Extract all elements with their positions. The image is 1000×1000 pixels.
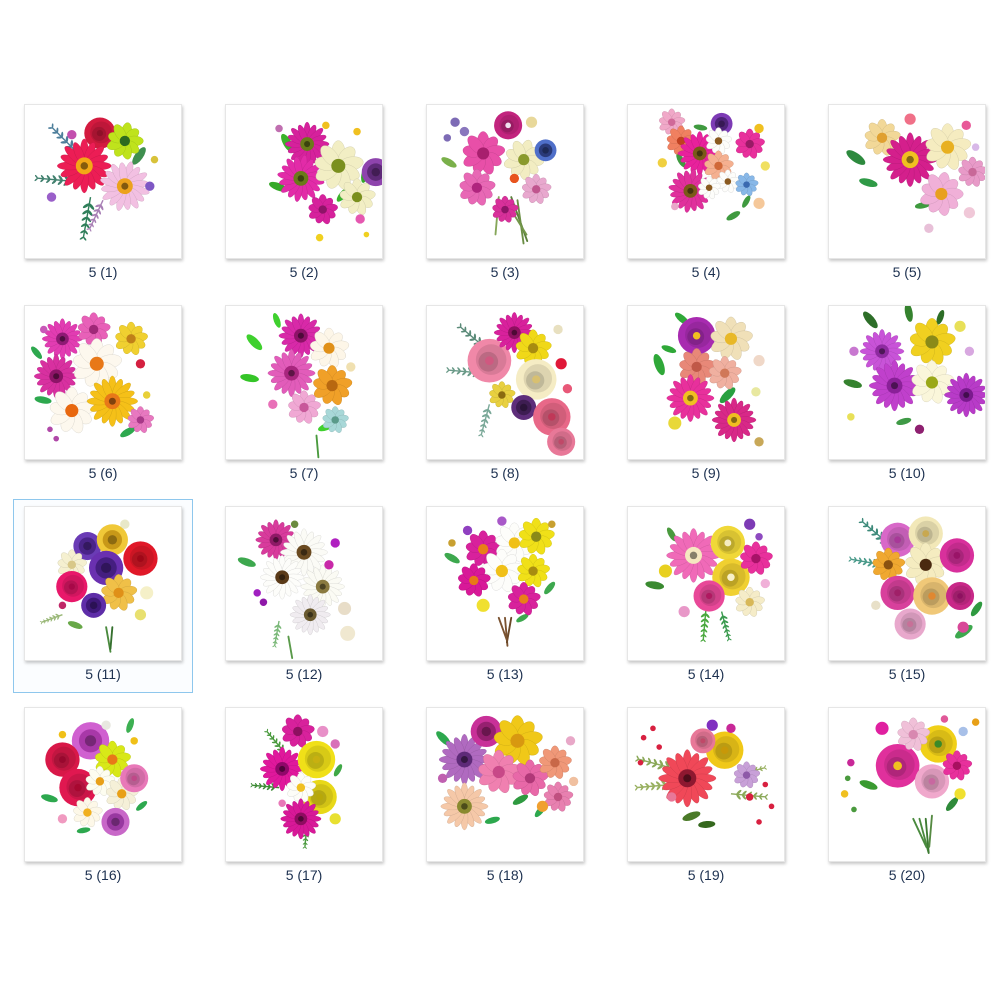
- bouquet-image: [240, 313, 356, 459]
- file-label[interactable]: 5 (1): [88, 264, 118, 280]
- file-item[interactable]: 5 (13): [415, 499, 595, 693]
- file-label[interactable]: 5 (3): [490, 264, 520, 280]
- bouquet-image: [843, 306, 985, 434]
- file-label[interactable]: 5 (19): [687, 867, 725, 883]
- file-item[interactable]: 5 (12): [214, 499, 394, 693]
- file-label[interactable]: 5 (8): [490, 465, 520, 481]
- file-label[interactable]: 5 (6): [88, 465, 118, 481]
- file-label[interactable]: 5 (16): [84, 867, 122, 883]
- file-item[interactable]: 5 (19): [616, 700, 796, 894]
- bouquet-image: [34, 117, 159, 241]
- bouquet-image: [31, 312, 154, 442]
- file-thumbnail[interactable]: [426, 305, 584, 460]
- file-thumbnail[interactable]: [426, 506, 584, 661]
- file-thumbnail[interactable]: [426, 707, 584, 862]
- file-thumbnail[interactable]: [828, 707, 986, 862]
- file-label[interactable]: 5 (17): [285, 867, 323, 883]
- file-thumbnail[interactable]: [627, 707, 785, 862]
- bouquet-image: [653, 312, 765, 447]
- file-label[interactable]: 5 (7): [289, 465, 319, 481]
- file-item[interactable]: 5 (18): [415, 700, 595, 894]
- file-item[interactable]: 5 (4): [616, 97, 796, 291]
- file-item[interactable]: 5 (11): [13, 499, 193, 693]
- bouquet-image: [41, 718, 149, 836]
- bouquet-image: [846, 113, 985, 233]
- file-label[interactable]: 5 (11): [85, 666, 121, 682]
- bouquet-image: [250, 714, 343, 849]
- bouquet-image: [39, 519, 158, 653]
- file-thumbnail[interactable]: [627, 104, 785, 259]
- bouquet-image: [848, 516, 983, 640]
- bouquet-image: [441, 111, 557, 245]
- file-thumbnail[interactable]: [627, 305, 785, 460]
- file-label[interactable]: 5 (14): [687, 666, 725, 682]
- file-thumbnail[interactable]: [225, 506, 383, 661]
- bouquet-image: [237, 519, 356, 659]
- bouquet-image: [269, 121, 382, 242]
- file-thumbnail[interactable]: [24, 305, 182, 460]
- file-label[interactable]: 5 (20): [888, 867, 926, 883]
- file-thumbnail[interactable]: [225, 104, 383, 259]
- file-thumbnail[interactable]: [627, 506, 785, 661]
- bouquet-image: [657, 108, 770, 221]
- file-item[interactable]: 5 (2): [214, 97, 394, 291]
- file-item[interactable]: 5 (16): [13, 700, 193, 894]
- file-thumbnail[interactable]: [828, 104, 986, 259]
- file-item[interactable]: 5 (5): [817, 97, 997, 291]
- file-label[interactable]: 5 (13): [486, 666, 524, 682]
- file-label[interactable]: 5 (4): [691, 264, 721, 280]
- file-label[interactable]: 5 (12): [285, 666, 323, 682]
- file-thumbnail[interactable]: [225, 305, 383, 460]
- bouquet-image: [446, 312, 576, 456]
- file-thumbnail[interactable]: [24, 707, 182, 862]
- file-item[interactable]: 5 (6): [13, 298, 193, 492]
- file-item[interactable]: 5 (7): [214, 298, 394, 492]
- file-item[interactable]: 5 (15): [817, 499, 997, 693]
- file-label[interactable]: 5 (2): [289, 264, 319, 280]
- file-label[interactable]: 5 (9): [691, 465, 721, 481]
- bouquet-image: [645, 518, 773, 643]
- bouquet-image: [436, 715, 579, 831]
- thumbnail-grid: 5 (1) 5 (2) 5 (3) 5 (4) 5 (5) 5 (6) 5 (7) 5 (8)…: [13, 97, 997, 894]
- file-thumbnail[interactable]: [24, 506, 182, 661]
- file-thumbnail[interactable]: [426, 104, 584, 259]
- file-thumbnail[interactable]: [828, 506, 986, 661]
- file-item[interactable]: 5 (3): [415, 97, 595, 291]
- file-item[interactable]: 5 (1): [13, 97, 193, 291]
- file-label[interactable]: 5 (18): [486, 867, 524, 883]
- file-label[interactable]: 5 (15): [888, 666, 926, 682]
- file-item[interactable]: 5 (20): [817, 700, 997, 894]
- bouquet-image: [634, 719, 775, 828]
- file-item[interactable]: 5 (8): [415, 298, 595, 492]
- file-item[interactable]: 5 (10): [817, 298, 997, 492]
- file-thumbnail[interactable]: [24, 104, 182, 259]
- file-label[interactable]: 5 (5): [892, 264, 922, 280]
- bouquet-image: [840, 715, 980, 854]
- file-item[interactable]: 5 (17): [214, 700, 394, 894]
- bouquet-image: [444, 516, 556, 647]
- file-item[interactable]: 5 (9): [616, 298, 796, 492]
- file-label[interactable]: 5 (10): [888, 465, 926, 481]
- file-thumbnail[interactable]: [225, 707, 383, 862]
- file-thumbnail[interactable]: [828, 305, 986, 460]
- file-item[interactable]: 5 (14): [616, 499, 796, 693]
